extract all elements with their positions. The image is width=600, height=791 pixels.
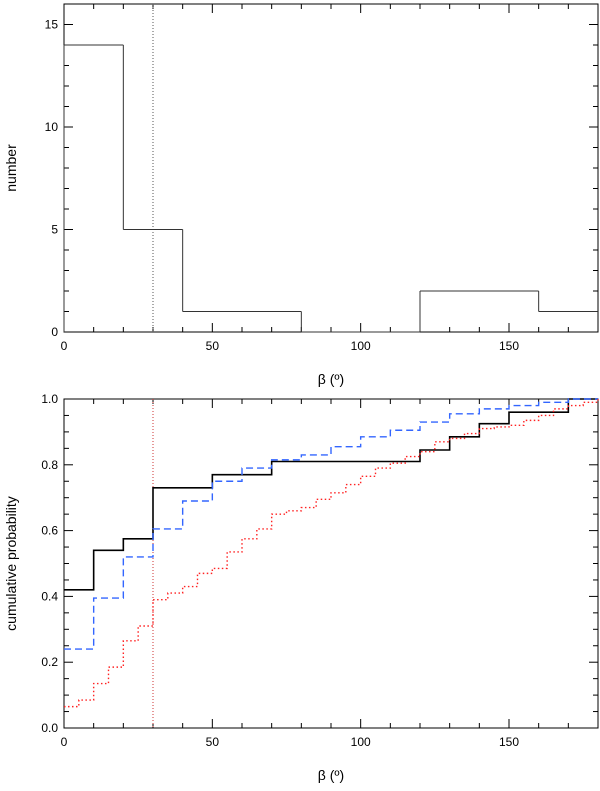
y-tick-label: 0.0 xyxy=(41,721,58,735)
series-dotted-red xyxy=(64,399,599,708)
x-tick-label: 100 xyxy=(351,735,371,749)
histogram-plot-frame xyxy=(63,3,599,333)
x-tick-label: 50 xyxy=(206,339,220,353)
histogram-ticks: 0 50 100 150 0 5 10 15 xyxy=(45,3,599,353)
y-tick-label: 5 xyxy=(51,223,58,237)
histogram-y-axis-label: number xyxy=(3,144,19,192)
cumulative-y-axis-label: cumulative probability xyxy=(3,496,19,631)
cumulative-ticks: 0 50 100 150 0.0 0.2 0.4 0.6 0.8 1.0 xyxy=(41,392,599,749)
cumulative-marks xyxy=(64,398,599,728)
x-tick-label: 0 xyxy=(61,735,68,749)
x-tick-label: 150 xyxy=(499,339,519,353)
y-tick-label: 15 xyxy=(45,18,59,32)
series-solid-black xyxy=(64,398,598,591)
y-tick-label: 0.4 xyxy=(41,589,58,603)
series-dashed-blue xyxy=(64,398,598,650)
y-tick-label: 0.6 xyxy=(41,524,58,538)
cumulative-x-axis-label: β (º) xyxy=(318,767,344,783)
y-tick-label: 1.0 xyxy=(41,392,58,406)
x-tick-label: 50 xyxy=(206,735,220,749)
y-tick-label: 0 xyxy=(51,325,58,339)
y-tick-label: 10 xyxy=(45,120,59,134)
y-tick-label: 0.8 xyxy=(41,458,58,472)
y-tick-label: 0.2 xyxy=(41,655,58,669)
x-tick-label: 150 xyxy=(499,735,519,749)
histogram-x-axis-label: β (º) xyxy=(318,371,344,387)
histogram-panel: 0 50 100 150 0 5 10 15 β (º) number xyxy=(3,3,599,387)
x-tick-label: 100 xyxy=(351,339,371,353)
x-tick-label: 0 xyxy=(61,339,68,353)
histogram-marks xyxy=(63,4,598,333)
cumulative-panel: 0 50 100 150 0.0 0.2 0.4 0.6 0.8 1.0 β (º) cumula… xyxy=(3,392,599,783)
